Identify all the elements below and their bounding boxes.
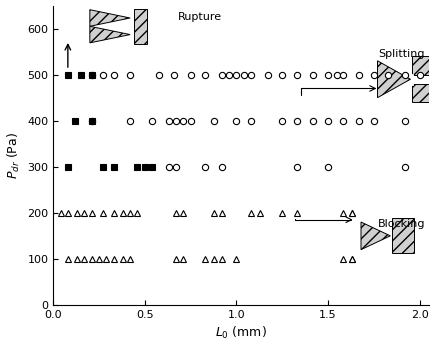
Y-axis label: $P_{dr}$ (Pa): $P_{dr}$ (Pa) <box>6 132 22 179</box>
Polygon shape <box>90 26 130 43</box>
Text: Blocking: Blocking <box>377 219 424 229</box>
Text: Splitting: Splitting <box>378 49 424 59</box>
Polygon shape <box>411 56 433 75</box>
Polygon shape <box>411 84 433 102</box>
Text: Rupture: Rupture <box>178 12 221 22</box>
Polygon shape <box>90 10 130 26</box>
Polygon shape <box>134 9 146 44</box>
X-axis label: $L_0$ (mm): $L_0$ (mm) <box>214 325 266 341</box>
Polygon shape <box>377 61 410 98</box>
Polygon shape <box>360 222 389 249</box>
Polygon shape <box>391 218 413 253</box>
